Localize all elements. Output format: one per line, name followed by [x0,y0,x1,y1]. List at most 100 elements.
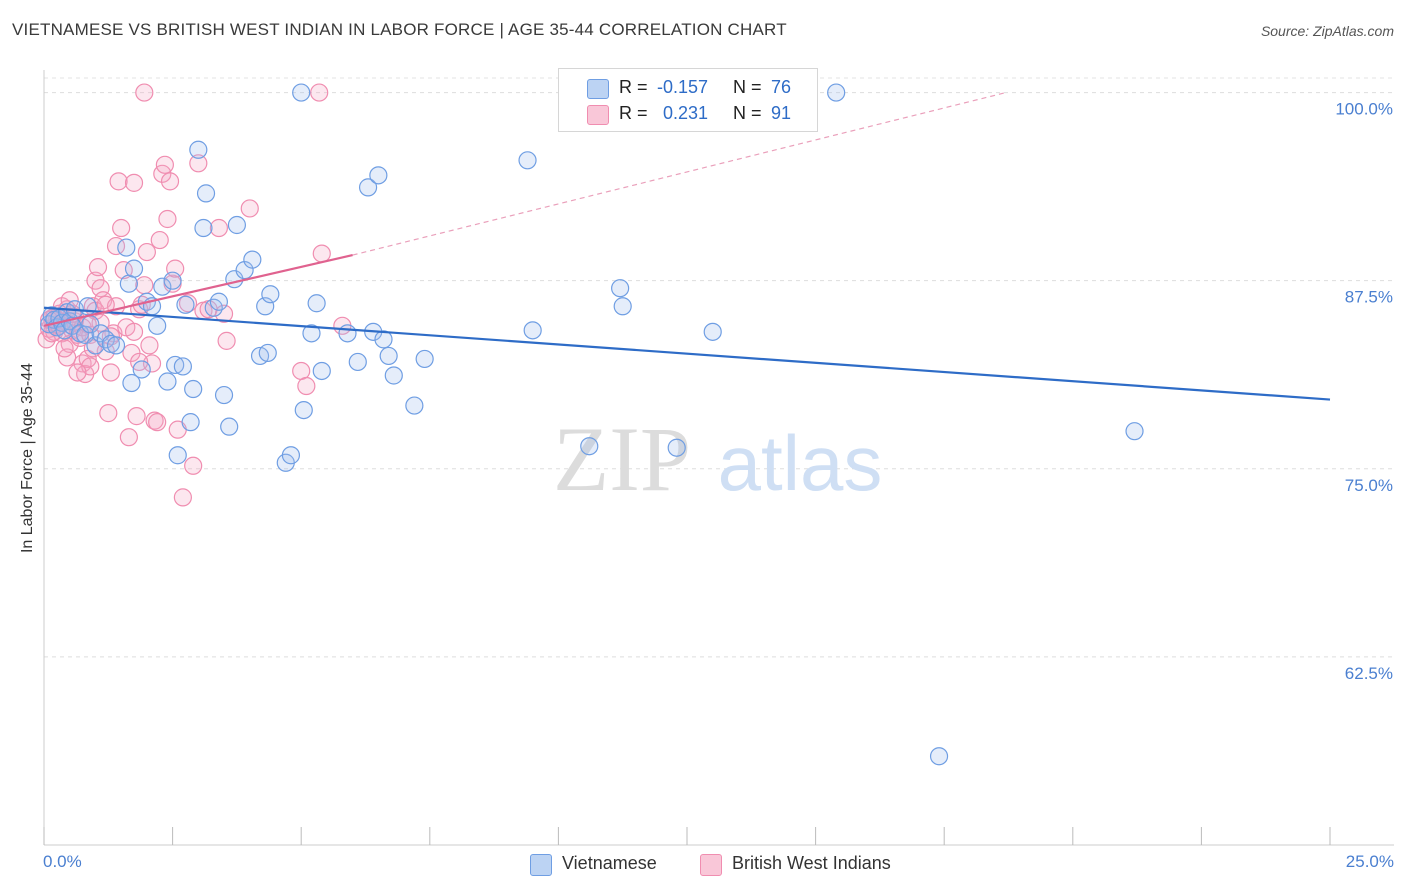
british-west-indians-point [217,331,236,350]
vietnamese-point [703,322,722,341]
stats-legend: R = -0.157 N = 76 R = 0.231 N = 91 [558,68,818,132]
vietnamese-point [611,279,630,298]
british-west-indians-point [135,83,154,102]
vietnamese-point [117,238,136,257]
vietnamese-point [176,295,195,314]
british-west-indians-point [55,339,74,358]
gridlines [44,77,1394,658]
british-west-indians-point [127,407,146,426]
british-west-indians-point [112,218,131,238]
legend-n-label: N = [733,103,762,123]
vietnamese-point [168,446,187,465]
vietnamese-point [214,385,234,405]
legend-swatch-pink [587,105,609,125]
british-west-indians-point [310,83,329,102]
source-label: Source: ZipAtlas.com [1260,23,1394,39]
vietnamese-point [338,324,357,343]
british-west-indians-point [184,456,203,475]
watermark-atlas: atlas [718,419,883,507]
chart-title: VIETNAMESE VS BRITISH WEST INDIAN IN LAB… [12,20,787,39]
british-west-indians-point [101,363,120,382]
legend-n-value: 76 [771,77,792,97]
legend-n-label: N = [733,77,762,97]
vietnamese-point [196,184,216,203]
watermark-zip: ZIP [553,408,691,510]
british-west-indians-point [124,173,144,192]
british-west-indians-point [214,304,234,323]
british-west-indians-point [148,413,167,432]
vietnamese-point [189,140,208,159]
vietnamese-point [106,336,126,355]
vietnamese-point [119,274,138,293]
series-swatch-blue [530,854,552,876]
british-west-indians-point [137,242,156,262]
british-west-indians-point [155,155,174,174]
vietnamese-point [827,83,846,102]
vietnamese-point [523,321,542,340]
vietnamese-point [369,166,388,185]
british-west-indians-point [101,327,120,346]
vietnamese-point [281,446,301,465]
vietnamese-point [292,83,311,102]
vietnamese-point [312,361,331,381]
british-west-indians-point [312,244,331,263]
vietnamese-point [158,372,177,391]
legend-r-value: -0.157 [657,77,709,97]
series-swatch-pink [700,854,722,876]
british-west-indians-point [292,361,311,381]
vietnamese-trend-line [43,306,1331,401]
watermark: ZIP atlas [553,408,882,510]
british-west-indians-point [68,363,87,382]
vietnamese-point [384,366,403,385]
vietnamese-point [358,178,378,197]
british-west-indians-trend-extension [352,91,1007,256]
vietnamese-point [379,346,398,366]
british-west-indians-point [209,218,228,238]
british-west-indians-point [109,172,128,191]
vietnamese-point [184,379,203,399]
vietnamese-point [518,151,537,170]
series-name-vietnamese: Vietnamese [562,853,657,873]
british-west-indians-point [99,404,118,423]
vietnamese-point [929,747,949,766]
vietnamese-points [40,83,1144,766]
x-tick-min: 0.0% [43,852,82,871]
legend-r-label: R = [619,103,648,123]
y-tick-label: 75.0% [1345,476,1393,495]
vietnamese-point [132,360,151,379]
vietnamese-point [243,250,262,269]
legend-r-value: 0.231 [663,103,709,123]
vietnamese-point [163,271,182,290]
british-west-indians-point [158,209,177,229]
british-west-indians-point [160,172,180,191]
vietnamese-point [209,292,228,311]
vietnamese-point [1125,422,1144,441]
vietnamese-point [374,330,393,349]
vietnamese-point [415,349,434,369]
vietnamese-point [122,373,141,393]
legend-r-label: R = [619,77,648,97]
vietnamese-point [405,396,424,415]
british-west-indians-point [140,336,159,355]
y-tick-label: 87.5% [1345,288,1393,307]
vietnamese-point [173,357,192,376]
vietnamese-point [261,285,280,304]
series-legend: Vietnamese British West Indians [0,853,1406,877]
vietnamese-point [166,355,185,375]
british-west-indians-point [83,339,102,358]
british-west-indians-point [135,276,154,295]
british-west-indians-point [189,154,208,173]
vietnamese-point [153,277,172,296]
british-west-indians-point [150,230,169,250]
british-west-indians-point [297,376,316,396]
british-west-indians-trend-line [43,254,353,327]
vietnamese-point [302,324,321,343]
british-west-indians-point [124,322,144,341]
vietnamese-point [194,218,213,238]
x-tick-max: 25.0% [1345,852,1394,871]
vietnamese-point [258,343,277,363]
vietnamese-point [307,294,326,313]
vietnamese-point [181,413,200,432]
legend-swatch-blue [587,79,609,99]
